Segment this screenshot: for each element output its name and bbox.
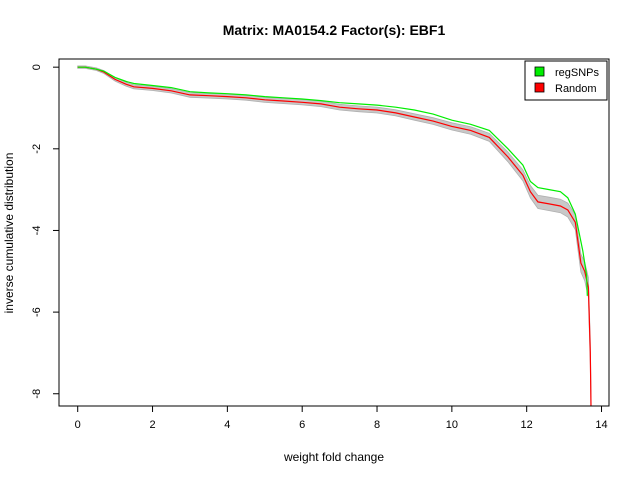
random-envelope-band — [78, 66, 591, 421]
x-axis: 0 2 4 6 8 10 12 14 — [75, 406, 608, 431]
x-tick-label: 12 — [521, 419, 533, 431]
x-tick-label: 2 — [149, 419, 155, 431]
legend: regSNPs Random — [525, 61, 607, 100]
x-tick-label: 14 — [595, 419, 607, 431]
y-tick-label: 0 — [31, 64, 43, 70]
random-envelope — [78, 66, 591, 421]
chart-title: Matrix: MA0154.2 Factor(s): EBF1 — [223, 22, 446, 38]
x-axis-label: weight fold change — [283, 450, 384, 464]
series-layer — [78, 67, 591, 406]
x-tick-label: 4 — [224, 419, 230, 431]
series-line-regsnps — [78, 67, 588, 296]
legend-label-regsnps: regSNPs — [555, 67, 600, 79]
series-line-random — [78, 67, 591, 406]
legend-label-random: Random — [555, 83, 597, 95]
x-tick-label: 0 — [75, 419, 81, 431]
y-tick-label: -4 — [31, 226, 43, 236]
y-tick-label: -8 — [31, 389, 43, 399]
legend-swatch-regsnps — [535, 67, 544, 76]
x-tick-label: 10 — [446, 419, 458, 431]
y-tick-label: -6 — [31, 307, 43, 317]
x-tick-label: 8 — [374, 419, 380, 431]
x-tick-label: 6 — [299, 419, 305, 431]
legend-swatch-random — [535, 83, 544, 92]
plot-frame — [59, 59, 609, 406]
y-axis: 0 -2 -4 -6 -8 — [31, 64, 59, 399]
y-tick-label: -2 — [31, 144, 43, 154]
y-axis-label: inverse cumulative distribution — [2, 153, 16, 314]
